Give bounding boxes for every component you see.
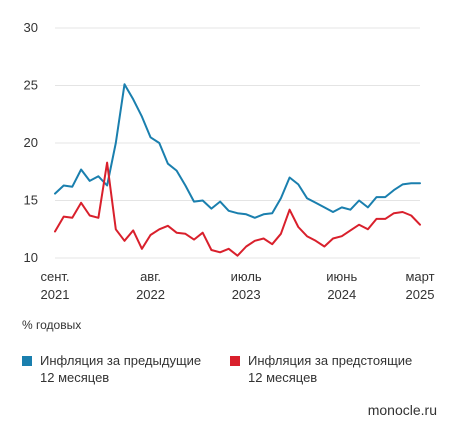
- x-tick-label-year: 2022: [136, 287, 165, 302]
- y-tick-label: 15: [24, 193, 38, 208]
- x-tick-label-month: июль: [231, 269, 262, 284]
- y-axis-unit-label: % годовых: [22, 318, 82, 332]
- x-tick-label-year: 2025: [406, 287, 435, 302]
- y-tick-label: 20: [24, 135, 38, 150]
- x-tick-label-month: июнь: [326, 269, 357, 284]
- legend-label-past-line1: Инфляция за предыдущие: [40, 353, 202, 368]
- x-tick-label-year: 2023: [232, 287, 261, 302]
- y-axis-ticks: 10 15 20 25 30: [24, 20, 38, 265]
- x-tick-label-year: 2024: [327, 287, 356, 302]
- legend-label-past-line2: 12 месяцев: [40, 370, 110, 385]
- source-link[interactable]: monocle.ru: [367, 402, 437, 418]
- legend-swatch-past: [22, 356, 32, 366]
- x-tick-label-year: 2021: [41, 287, 70, 302]
- legend-label-expected: Инфляция за предстоящие 12 месяцев: [248, 352, 438, 386]
- y-tick-label: 10: [24, 250, 38, 265]
- series-lines: [54, 83, 421, 257]
- x-tick-label-month: авг.: [140, 269, 161, 284]
- legend-label-past: Инфляция за предыдущие 12 месяцев: [40, 352, 230, 386]
- x-axis-ticks: сент. 2021 авг. 2022 июль 2023 июнь 2024 март 202…: [40, 269, 434, 302]
- y-tick-label: 30: [24, 20, 38, 35]
- y-tick-label: 25: [24, 78, 38, 93]
- legend-label-expected-line1: Инфляция за предстоящие: [248, 353, 413, 368]
- legend-swatch-expected: [230, 356, 240, 366]
- legend-label-expected-line2: 12 месяцев: [248, 370, 318, 385]
- series-line-expected-inflation: [54, 161, 421, 257]
- x-tick-label-month: сент.: [40, 269, 69, 284]
- x-tick-label-month: март: [405, 269, 434, 284]
- series-line-past-inflation: [54, 83, 421, 219]
- gridlines: [55, 27, 420, 259]
